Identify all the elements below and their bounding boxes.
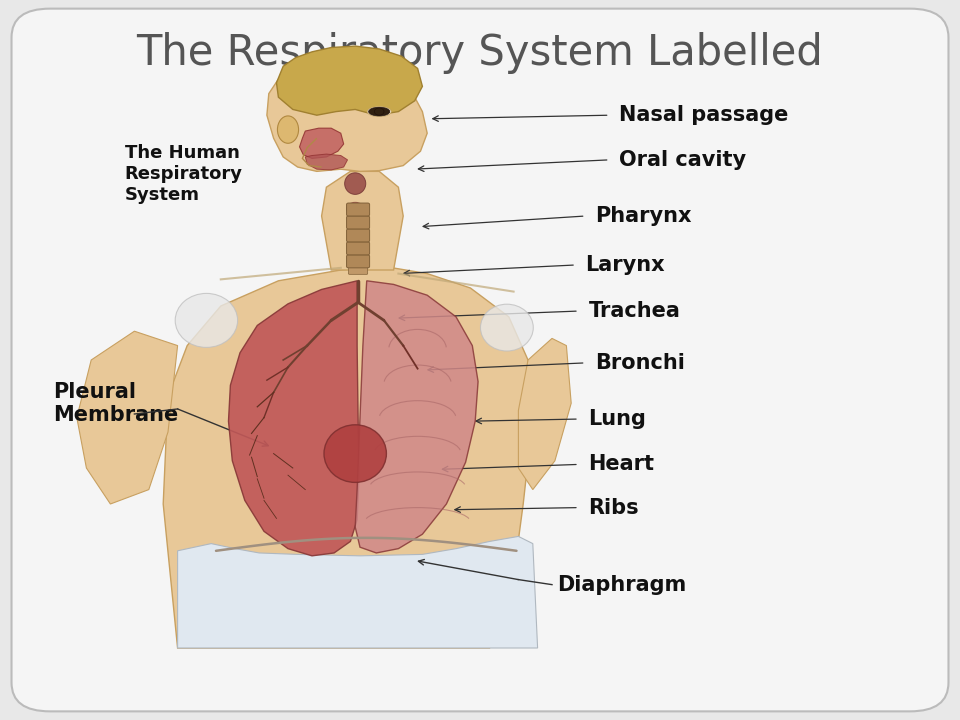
FancyBboxPatch shape	[347, 216, 370, 229]
Text: Pleural
Membrane: Pleural Membrane	[53, 382, 178, 425]
Polygon shape	[518, 338, 571, 490]
Ellipse shape	[368, 107, 392, 117]
Ellipse shape	[369, 107, 390, 116]
Text: The Respiratory System Labelled: The Respiratory System Labelled	[136, 32, 824, 74]
Text: Pharynx: Pharynx	[595, 206, 692, 226]
Ellipse shape	[175, 294, 238, 347]
Text: Ribs: Ribs	[588, 498, 639, 518]
FancyBboxPatch shape	[347, 229, 370, 242]
Text: Bronchi: Bronchi	[595, 353, 685, 373]
Polygon shape	[178, 536, 538, 648]
Text: Trachea: Trachea	[588, 301, 681, 321]
Ellipse shape	[481, 304, 534, 351]
Polygon shape	[355, 281, 478, 553]
Polygon shape	[228, 281, 359, 556]
FancyBboxPatch shape	[348, 208, 368, 274]
Polygon shape	[305, 154, 348, 170]
Polygon shape	[77, 331, 178, 504]
Text: Larynx: Larynx	[586, 255, 665, 275]
Ellipse shape	[277, 116, 299, 143]
Text: Heart: Heart	[588, 454, 655, 474]
Polygon shape	[300, 128, 344, 158]
Polygon shape	[322, 171, 403, 270]
FancyBboxPatch shape	[347, 255, 370, 268]
Text: The Human
Respiratory
System: The Human Respiratory System	[125, 144, 243, 204]
Polygon shape	[163, 266, 533, 648]
FancyBboxPatch shape	[347, 203, 370, 216]
Ellipse shape	[374, 108, 384, 115]
Polygon shape	[267, 50, 427, 171]
Ellipse shape	[345, 173, 366, 194]
Ellipse shape	[324, 425, 386, 482]
Polygon shape	[276, 46, 422, 115]
Text: Oral cavity: Oral cavity	[619, 150, 746, 170]
Text: Nasal passage: Nasal passage	[619, 105, 788, 125]
Text: Diaphragm: Diaphragm	[557, 575, 686, 595]
Text: Lung: Lung	[588, 409, 646, 429]
FancyBboxPatch shape	[347, 242, 370, 255]
Ellipse shape	[347, 202, 364, 215]
